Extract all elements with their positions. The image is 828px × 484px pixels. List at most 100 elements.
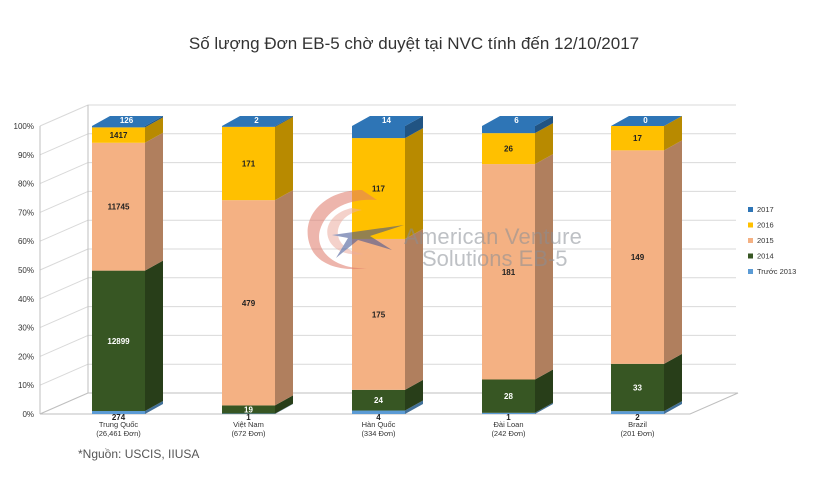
legend-swatch-2016 (748, 222, 753, 228)
x-tick-label: Đài Loan (493, 420, 523, 429)
bar-segment-han-quoc-2015 (352, 238, 405, 390)
bar-top-dai-loan (482, 116, 553, 126)
watermark-swoosh-icon (307, 190, 404, 270)
watermark-line2: Solutions EB-5 (422, 246, 568, 271)
y-tick-label: 70% (18, 208, 34, 217)
bar-segment-brazil-truoc-2013 (611, 411, 664, 414)
bar-segment-trung-quoc-2014 (92, 270, 145, 412)
y-tick-label: 0% (22, 410, 34, 419)
bar-side-trung-quoc-truoc-2013 (145, 401, 163, 414)
bar-top-trung-quoc (92, 116, 163, 126)
y-tick-label: 50% (18, 266, 34, 275)
x-tick-subtitle: (26,461 Đơn) (96, 429, 141, 438)
y-tick-label: 80% (18, 180, 34, 189)
source-note: *Nguồn: USCIS, IIUSA (78, 447, 200, 461)
data-label-dai-loan-2017: 6 (514, 116, 519, 125)
data-label-han-quoc-2016: 117 (372, 185, 385, 194)
bar-segment-viet-nam-2015 (222, 200, 275, 406)
legend-swatch-truoc-2013 (748, 269, 753, 274)
bar-side-brazil-2015 (664, 140, 682, 364)
bar-segment-brazil-2016 (611, 126, 664, 151)
x-tick-label: Brazil (628, 420, 647, 429)
bar-segment-trung-quoc-2015 (92, 142, 145, 271)
bar-side-han-quoc-2017 (405, 116, 423, 139)
x-tick-subtitle: (201 Đơn) (620, 429, 655, 438)
legend-swatch-2017 (748, 207, 753, 212)
y-tick-label: 10% (18, 381, 34, 390)
bar-segment-viet-nam-2014 (222, 405, 275, 414)
legend-entry-2017: 2017 (757, 205, 774, 214)
bar-side-trung-quoc-2015 (145, 132, 163, 271)
bar-segment-dai-loan-truoc-2013 (482, 412, 535, 414)
y-tick-label: 30% (18, 324, 34, 333)
x-tick-label: Hàn Quốc (362, 420, 396, 429)
watermark-logo: American Venture Solutions EB-5 (292, 180, 592, 280)
gridline-side (39, 334, 89, 357)
data-label-viet-nam-2015: 479 (242, 299, 256, 308)
gridline-side (39, 306, 89, 329)
bar-side-trung-quoc-2016 (145, 117, 163, 143)
gridline-side (39, 277, 89, 300)
bar-segment-viet-nam-2016 (222, 126, 275, 201)
gridline-side (39, 190, 89, 213)
bar-side-brazil-truoc-2013 (664, 401, 682, 414)
bar-segment-han-quoc-truoc-2013 (352, 410, 405, 414)
data-label-trung-quoc-2014: 12899 (107, 337, 130, 346)
gridline-side (39, 104, 89, 127)
bar-side-dai-loan-2016 (535, 123, 553, 165)
legend-entry-2014: 2014 (757, 252, 774, 261)
bar-side-han-quoc-truoc-2013 (405, 400, 423, 414)
bar-side-viet-nam-2016 (275, 116, 293, 201)
x-tick-subtitle: (334 Đơn) (361, 429, 396, 438)
bar-top-han-quoc (352, 116, 423, 126)
data-label-trung-quoc-2017: 126 (120, 116, 134, 125)
y-tick-label: 60% (18, 237, 34, 246)
bar-side-trung-quoc-2014 (145, 260, 163, 412)
bar-side-viet-nam-2014 (275, 395, 293, 414)
data-label-viet-nam-truoc-2013: 1 (246, 413, 251, 422)
data-label-brazil-truoc-2013: 2 (635, 413, 640, 422)
gridline-side (39, 363, 89, 386)
data-label-han-quoc-2017: 14 (382, 116, 391, 125)
data-label-han-quoc-truoc-2013: 4 (376, 413, 381, 422)
bar-side-viet-nam-truoc-2013 (275, 403, 293, 414)
bar-side-viet-nam-2015 (275, 190, 293, 406)
data-label-brazil-2014: 33 (633, 383, 642, 392)
data-label-trung-quoc-truoc-2013: 274 (112, 413, 126, 422)
bar-side-trung-quoc-2017 (145, 116, 163, 128)
data-label-brazil-2016: 17 (633, 134, 642, 143)
data-label-dai-loan-2014: 28 (504, 392, 513, 401)
bar-segment-brazil-2014 (611, 363, 664, 412)
bar-top-brazil (611, 116, 682, 126)
gridline-side (39, 133, 89, 156)
bar-side-brazil-2016 (664, 116, 682, 151)
legend-swatch-2015 (748, 238, 753, 243)
data-label-brazil-2017: 0 (643, 116, 648, 125)
y-tick-label: 90% (18, 151, 34, 160)
data-label-viet-nam-2014: 19 (244, 406, 253, 415)
bar-segment-trung-quoc-truoc-2013 (92, 411, 145, 414)
watermark-line1: American Venture (404, 224, 583, 249)
bar-segment-viet-nam-2017 (222, 126, 275, 127)
data-label-brazil-2015: 149 (631, 253, 645, 262)
gridline-side (39, 219, 89, 242)
data-label-trung-quoc-2015: 11745 (108, 203, 130, 212)
bar-side-han-quoc-2015 (405, 228, 423, 390)
y-tick-label: 40% (18, 295, 34, 304)
y-tick-label: 20% (18, 352, 34, 361)
data-label-dai-loan-2015: 181 (502, 268, 516, 277)
bar-segment-brazil-2015 (611, 150, 664, 364)
legend-entry-2015: 2015 (757, 236, 774, 245)
x-tick-label: Việt Nam (233, 420, 264, 429)
bar-segment-trung-quoc-2016 (92, 127, 145, 143)
x-tick-subtitle: (242 Đơn) (491, 429, 526, 438)
data-label-trung-quoc-2016: 1417 (110, 131, 128, 140)
bar-side-viet-nam-2017 (275, 116, 293, 127)
legend-entry-2016: 2016 (757, 221, 774, 230)
chart-title: Số lượng Đơn EB-5 chờ duyệt tại NVC tính… (188, 34, 640, 53)
x-tick-label: Trung Quốc (99, 420, 139, 429)
data-label-dai-loan-2016: 26 (504, 145, 513, 154)
bar-segment-dai-loan-2014 (482, 379, 535, 413)
